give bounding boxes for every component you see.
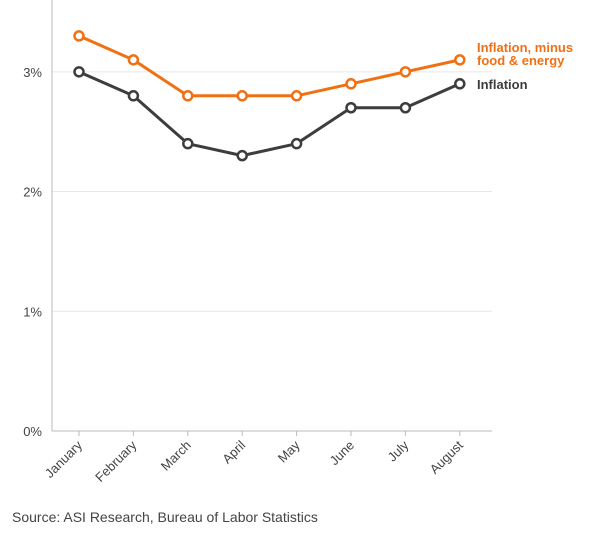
x-tick-label: January: [42, 437, 86, 481]
source-note: Source: ASI Research, Bureau of Labor St…: [12, 509, 318, 525]
x-tick-label: June: [327, 438, 358, 469]
data-point: [290, 137, 303, 150]
data-point: [454, 78, 466, 90]
x-tick-label: April: [219, 437, 248, 466]
data-point: [236, 149, 248, 162]
x-tick-label: August: [427, 437, 466, 476]
data-point: [127, 90, 140, 102]
data-point: [182, 90, 194, 102]
series-label: food & energy: [477, 53, 565, 68]
y-tick-label: 2%: [23, 185, 42, 200]
series-line: [77, 34, 462, 98]
data-point: [290, 90, 303, 102]
x-tick-label: July: [385, 437, 412, 464]
line-chart: 0% 1% 2% 3% January February March April May June…: [23, 0, 573, 485]
x-tick-label: February: [92, 437, 140, 485]
data-point: [345, 78, 357, 90]
data-point: [182, 137, 194, 150]
y-tick-label: 3%: [23, 65, 42, 80]
data-point: [236, 90, 248, 102]
y-tick-label: 0%: [23, 424, 42, 439]
x-tick-label: March: [158, 438, 194, 474]
series-line: [77, 70, 462, 158]
data-point: [345, 102, 357, 114]
data-point: [399, 66, 412, 78]
y-tick-label: 1%: [23, 304, 42, 319]
x-tick-label: May: [275, 437, 303, 465]
data-point: [399, 102, 412, 114]
data-point: [73, 30, 85, 42]
series-label: Inflation, minus: [477, 40, 573, 55]
data-point: [73, 66, 85, 78]
series-label: Inflation: [477, 77, 528, 92]
data-point: [454, 54, 466, 66]
data-point: [127, 54, 140, 66]
